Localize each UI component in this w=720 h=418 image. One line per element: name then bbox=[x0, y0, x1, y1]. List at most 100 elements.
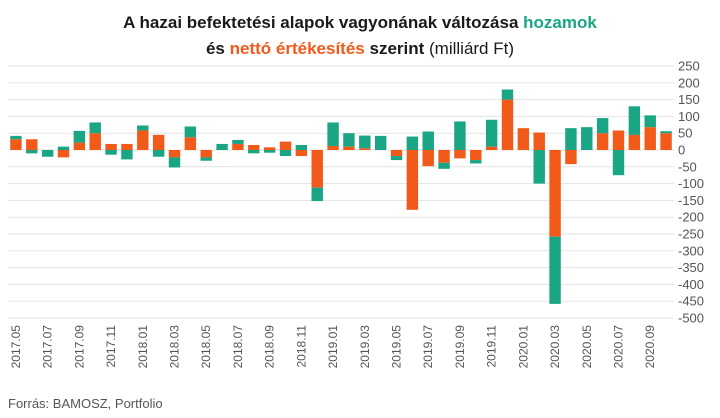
x-tick-label: 2018.05 bbox=[199, 325, 213, 369]
bar-netto bbox=[26, 139, 38, 150]
x-tick-label: 2018.07 bbox=[231, 325, 245, 369]
title-highlight-hozamok: hozamok bbox=[523, 13, 597, 32]
bar-netto bbox=[517, 128, 530, 150]
chart-title: A hazai befektetési alapok vagyonának vá… bbox=[0, 10, 720, 62]
y-tick-label: -200 bbox=[678, 210, 704, 225]
bar-netto bbox=[168, 150, 181, 158]
x-tick-label: 2020.01 bbox=[516, 325, 530, 369]
bar-netto bbox=[596, 133, 609, 150]
bar-netto bbox=[137, 130, 149, 150]
y-tick-label: 100 bbox=[678, 109, 700, 124]
bar-hozamok bbox=[470, 160, 482, 164]
x-tick-label: 2018.09 bbox=[263, 325, 277, 369]
bar-hozamok bbox=[26, 150, 38, 154]
bar-hozamok bbox=[581, 127, 593, 150]
bar-hozamok bbox=[359, 135, 371, 149]
bar-hozamok bbox=[485, 119, 498, 147]
bar-hozamok bbox=[73, 130, 86, 143]
y-tick-label: 150 bbox=[678, 92, 700, 107]
bar-hozamok bbox=[454, 121, 466, 150]
bar-hozamok bbox=[89, 122, 101, 134]
bar-hozamok bbox=[137, 125, 149, 131]
x-tick-label: 2019.01 bbox=[326, 325, 340, 369]
bar-netto bbox=[438, 150, 450, 163]
bar-hozamok bbox=[374, 135, 387, 150]
bar-hozamok bbox=[41, 150, 54, 157]
bar-hozamok bbox=[549, 236, 561, 304]
title-part3: szerint bbox=[369, 39, 425, 58]
bar-netto bbox=[533, 132, 545, 150]
bar-netto bbox=[232, 143, 244, 150]
bar-netto bbox=[454, 150, 466, 159]
bar-hozamok bbox=[168, 157, 181, 168]
bar-hozamok bbox=[105, 150, 117, 155]
bar-netto bbox=[121, 143, 133, 150]
bar-hozamok bbox=[438, 162, 450, 169]
bar-hozamok bbox=[628, 106, 641, 135]
bar-netto bbox=[628, 134, 641, 150]
y-tick-label: 250 bbox=[678, 59, 700, 74]
x-tick-label: 2017.09 bbox=[72, 325, 86, 369]
y-tick-label: -350 bbox=[678, 260, 704, 275]
y-tick-label: -50 bbox=[678, 159, 697, 174]
x-tick-label: 2019.07 bbox=[421, 325, 435, 369]
bar-hozamok bbox=[612, 150, 625, 176]
y-tick-label: 50 bbox=[678, 126, 692, 141]
bar-netto bbox=[390, 150, 403, 157]
x-tick-label: 2019.11 bbox=[485, 325, 499, 368]
x-tick-label: 2017.05 bbox=[9, 325, 23, 369]
bar-hozamok bbox=[248, 150, 260, 154]
x-tick-label: 2018.01 bbox=[136, 325, 150, 369]
y-tick-label: 200 bbox=[678, 75, 700, 90]
bar-netto bbox=[279, 141, 292, 150]
bar-netto bbox=[422, 150, 434, 167]
x-tick-label: 2020.09 bbox=[643, 325, 657, 369]
bar-netto bbox=[57, 150, 70, 158]
bar-hozamok bbox=[184, 126, 197, 138]
x-tick-label: 2017.07 bbox=[41, 325, 55, 369]
title-part1: A hazai befektetési alapok vagyonának vá… bbox=[123, 13, 519, 32]
bar-netto bbox=[549, 150, 561, 237]
x-tick-label: 2020.07 bbox=[612, 325, 626, 369]
bar-netto bbox=[470, 150, 482, 161]
bar-hozamok bbox=[263, 150, 276, 153]
y-tick-label: -100 bbox=[678, 176, 704, 191]
x-tick-label: 2019.09 bbox=[453, 325, 467, 369]
bar-hozamok bbox=[327, 122, 339, 146]
bar-hozamok bbox=[596, 118, 609, 134]
bars bbox=[10, 89, 672, 304]
bar-hozamok bbox=[57, 146, 70, 150]
bar-hozamok bbox=[533, 150, 545, 184]
bar-netto bbox=[152, 134, 165, 150]
x-tick-label: 2018.03 bbox=[168, 325, 182, 369]
bar-netto bbox=[295, 150, 308, 157]
y-tick-label: -250 bbox=[678, 227, 704, 242]
bar-hozamok bbox=[660, 131, 672, 134]
bar-netto bbox=[10, 139, 22, 150]
bar-hozamok bbox=[311, 187, 323, 202]
bar-netto bbox=[248, 144, 260, 150]
y-tick-label: 0 bbox=[678, 143, 685, 158]
x-tick-label: 2019.05 bbox=[390, 325, 404, 369]
bar-netto bbox=[200, 150, 212, 158]
bar-netto bbox=[73, 142, 86, 150]
bar-netto bbox=[501, 99, 514, 150]
bar-netto bbox=[89, 133, 101, 150]
gridlines bbox=[8, 65, 674, 319]
bar-hozamok bbox=[501, 89, 514, 100]
title-unit: (milliárd Ft) bbox=[429, 39, 515, 58]
x-tick-label: 2020.05 bbox=[580, 325, 594, 369]
y-tick-label: -500 bbox=[678, 311, 704, 326]
y-tick-label: -450 bbox=[678, 294, 704, 309]
bar-hozamok bbox=[390, 156, 403, 161]
bar-hozamok bbox=[644, 115, 656, 128]
bar-netto bbox=[343, 146, 355, 150]
bar-netto bbox=[359, 148, 371, 150]
x-tick-label: 2020.03 bbox=[548, 325, 562, 369]
bar-hozamok bbox=[279, 150, 292, 157]
source-note: Forrás: BAMOSZ, Portfolio bbox=[8, 396, 163, 411]
y-tick-label: -150 bbox=[678, 193, 704, 208]
x-tick-label: 2017.11 bbox=[104, 325, 118, 368]
